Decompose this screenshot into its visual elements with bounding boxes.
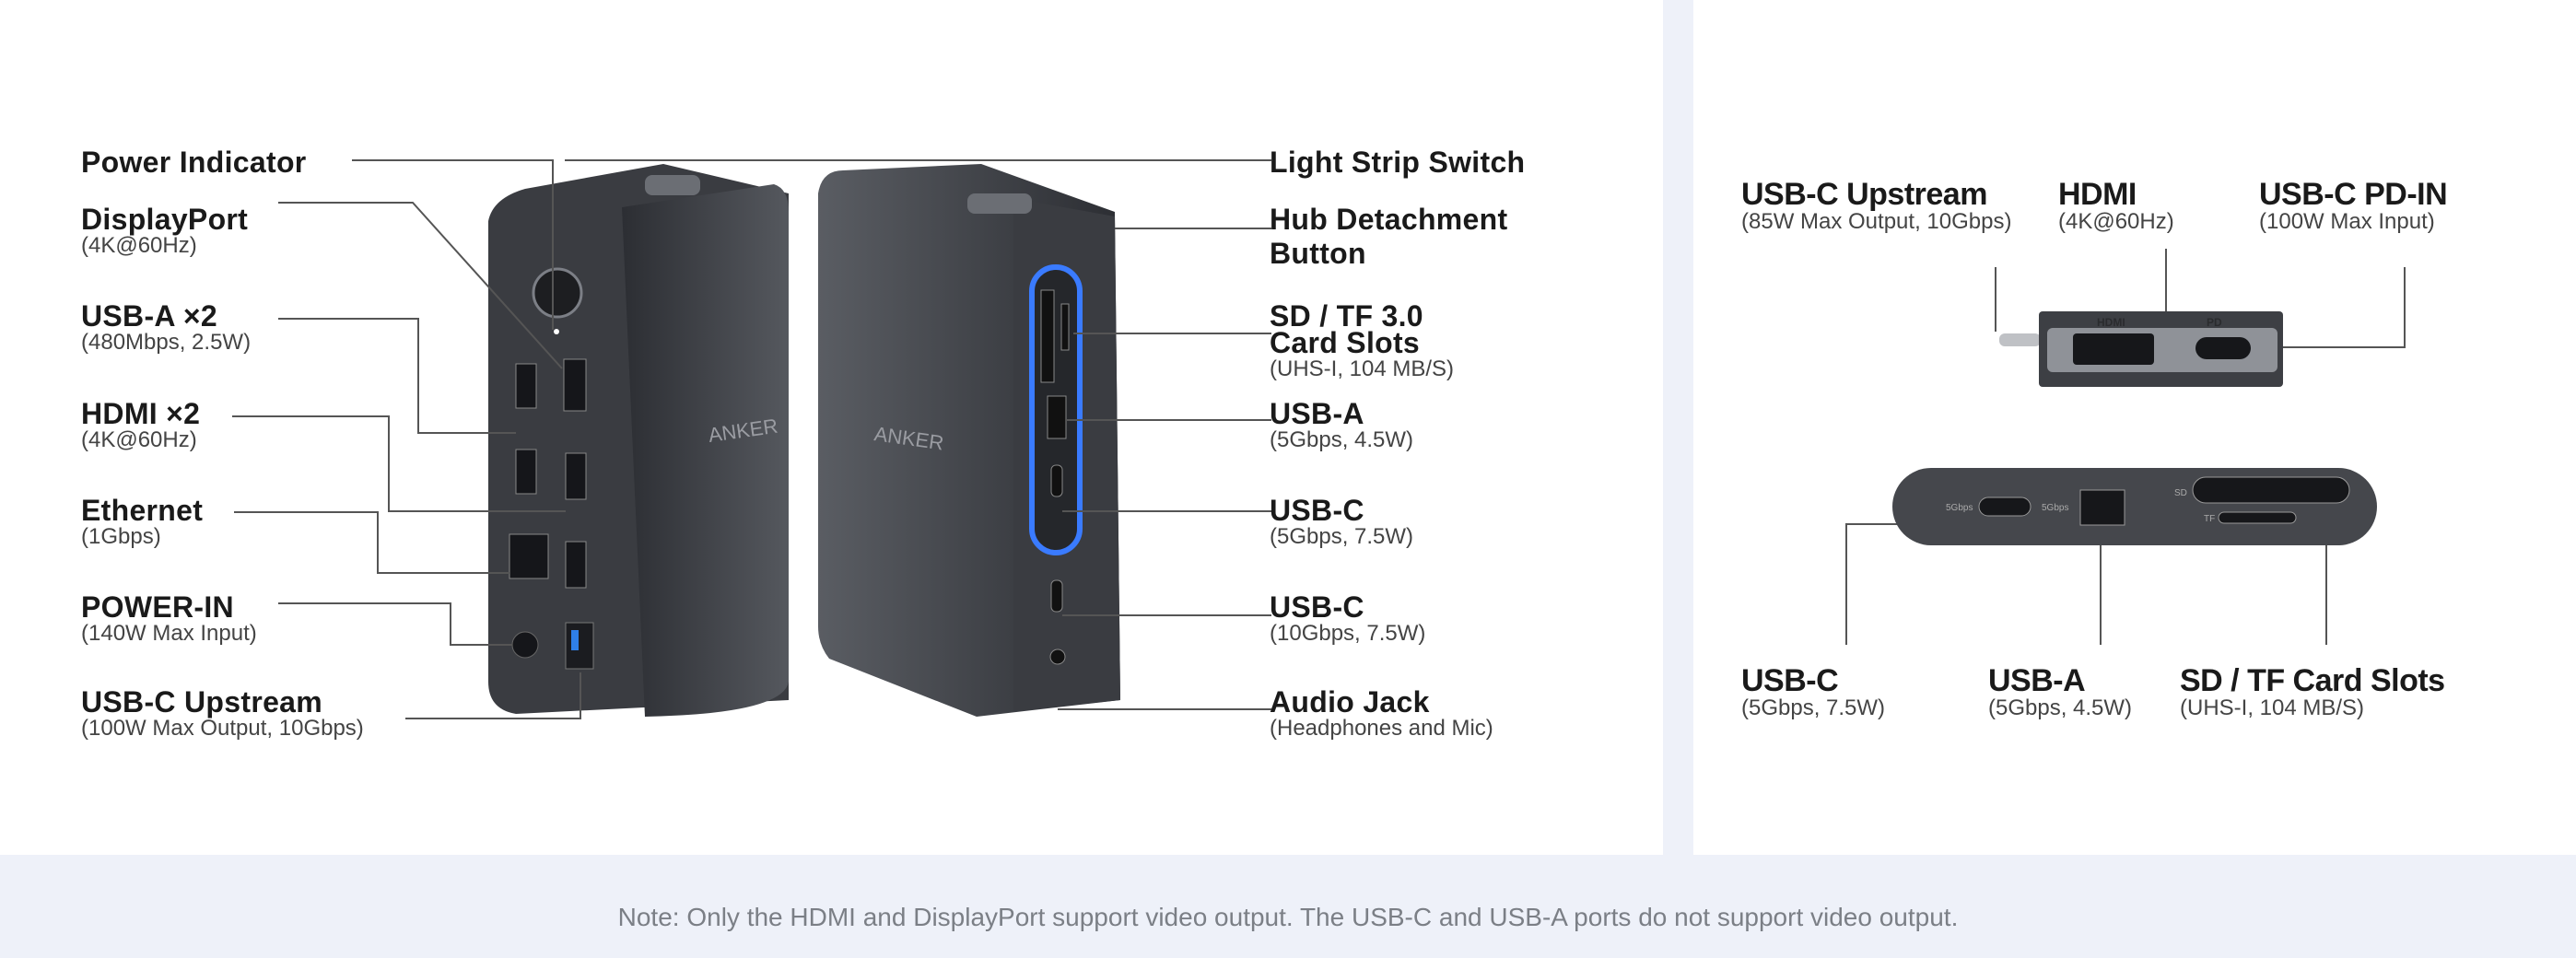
label-hub-pd-in: USB-C PD-IN (100W Max Input) (2259, 177, 2448, 234)
label-usb-a-x2: USB-A ×2 (480Mbps, 2.5W) (81, 301, 251, 354)
label-hub-usb-c: USB-C (5Gbps, 7.5W) (1741, 665, 1885, 719)
label-sub: (5Gbps, 4.5W) (1270, 427, 1414, 452)
label-power-in: POWER-IN (140W Max Input) (81, 592, 257, 645)
label-title: DisplayPort (81, 203, 249, 236)
label-title: USB-C (1270, 494, 1364, 527)
hdmi-port-icon (2073, 333, 2154, 365)
label-usb-c-upstream: USB-C Upstream (100W Max Output, 10Gbps) (81, 687, 364, 740)
label-title: USB-A (1270, 397, 1364, 430)
usb-a-port-icon (515, 363, 537, 409)
hub-side-view: HDMI PD (1999, 311, 2283, 387)
tf-slot-icon (2218, 511, 2297, 524)
label-sub: (85W Max Output, 10Gbps) (1741, 209, 2012, 234)
label-audio-jack: Audio Jack (Headphones and Mic) (1270, 687, 1493, 740)
label-light-strip-switch: Light Strip Switch (1270, 147, 1525, 177)
label-sub: (5Gbps, 4.5W) (1988, 695, 2133, 720)
label-title: Light Strip Switch (1270, 146, 1526, 179)
label-sub: (4K@60Hz) (81, 427, 197, 452)
label-power-indicator: Power Indicator (81, 147, 307, 177)
label-title: USB-A ×2 (81, 299, 217, 333)
label-title: USB-C Upstream (81, 685, 323, 718)
label-title: Power Indicator (81, 146, 307, 179)
label-title: USB-C PD-IN (2259, 177, 2448, 212)
label-hub-hdmi: HDMI (4K@60Hz) (2058, 179, 2174, 233)
power-in-port-icon (511, 631, 539, 659)
label-sub: (100W Max Output, 10Gbps) (81, 716, 364, 741)
label-sub: (4K@60Hz) (81, 233, 197, 258)
label-title: POWER-IN (81, 590, 234, 624)
speed-mark: 5Gbps (2042, 503, 2068, 513)
power-button-icon (532, 267, 583, 319)
speed-mark: 5Gbps (1946, 503, 1973, 513)
footer-note: Note: Only the HDMI and DisplayPort supp… (617, 903, 1959, 931)
label-usb-c-5gbps: USB-C (5Gbps, 7.5W) (1270, 496, 1413, 548)
label-hub-sd-tf: SD / TF Card Slots (UHS-I, 104 MB/S) (2180, 665, 2445, 719)
label-sub: (4K@60Hz) (2058, 209, 2174, 234)
pd-mark: PD (2207, 316, 2222, 329)
label-title: Ethernet (81, 494, 204, 527)
label-sub: (10Gbps, 7.5W) (1270, 621, 1426, 646)
label-title: Hub Detachment (1270, 203, 1508, 236)
detachable-hub-panel (1693, 0, 2576, 855)
sd-slot-icon (2192, 476, 2350, 504)
sd-slot-icon (1040, 289, 1055, 383)
label-hub-detachment-button: Hub Detachment Button (1270, 204, 1507, 268)
label-sub: (5Gbps, 7.5W) (1270, 524, 1414, 549)
usb-c-upstream-port-icon (565, 622, 594, 670)
usb-c-port-icon (1050, 464, 1063, 497)
tf-mark: TF (2204, 514, 2215, 524)
label-title: SD / TF Card Slots (2180, 663, 2445, 698)
label-title: Audio Jack (1270, 685, 1430, 718)
label-title: USB-C (1741, 663, 1839, 698)
label-title: Card Slots (1270, 326, 1421, 359)
label-sub: (100W Max Input) (2259, 209, 2435, 234)
label-displayport: DisplayPort (4K@60Hz) (81, 204, 248, 257)
label-title: HDMI (2058, 177, 2137, 212)
label-hdmi-x2: HDMI ×2 (4K@60Hz) (81, 399, 200, 451)
label-sub: (480Mbps, 2.5W) (81, 330, 252, 355)
label-sub: (UHS-I, 104 MB/S) (1270, 356, 1455, 381)
usb-c-plug-icon (1999, 333, 2041, 346)
label-ethernet: Ethernet (1Gbps) (81, 496, 203, 548)
label-sub: (5Gbps, 7.5W) (1741, 695, 1886, 720)
label-title: USB-C Upstream (1741, 177, 1987, 212)
hub-front-view: 5Gbps 5Gbps SD TF (1892, 468, 2377, 545)
ethernet-port-icon (509, 533, 549, 579)
displayport-port-icon (563, 358, 587, 412)
label-sub: (UHS-I, 104 MB/S) (2180, 695, 2365, 720)
label-sub: (Headphones and Mic) (1270, 716, 1493, 741)
light-strip-switch-icon (645, 175, 700, 195)
hdmi-port-icon (565, 452, 587, 500)
label-sub: (140W Max Input) (81, 621, 257, 646)
label-sub: (1Gbps) (81, 524, 161, 549)
label-usb-a: USB-A (5Gbps, 4.5W) (1270, 399, 1413, 451)
label-title: HDMI ×2 (81, 397, 201, 430)
label-title: SD / TF 3.0 (1270, 299, 1423, 333)
usb-a-port-icon (1047, 395, 1067, 439)
label-hub-usb-c-upstream: USB-C Upstream (85W Max Output, 10Gbps) (1741, 179, 2011, 233)
usb-c-port-icon (1050, 579, 1063, 613)
dock-front-view: ANKER (818, 164, 1120, 717)
audio-jack-icon (1049, 648, 1066, 665)
usb-a-port-icon (515, 449, 537, 495)
hdmi-mark: HDMI (2097, 316, 2125, 329)
sd-mark: SD (2174, 488, 2187, 498)
usb-c-port-icon (1978, 497, 2032, 517)
dock-back-view: ANKER (488, 164, 789, 717)
label-usb-c-10gbps: USB-C (10Gbps, 7.5W) (1270, 592, 1425, 645)
usb-a-port-icon (2079, 489, 2125, 526)
label-title: USB-C (1270, 590, 1364, 624)
hdmi-port-icon (565, 541, 587, 589)
label-title: USB-A (1988, 663, 2086, 698)
label-hub-usb-a: USB-A (5Gbps, 4.5W) (1988, 665, 2132, 719)
label-title: Button (1270, 237, 1366, 270)
usb-c-pd-port-icon (2195, 337, 2251, 359)
tf-slot-icon (1060, 303, 1070, 351)
label-sd-tf-slots: SD / TF 3.0 Card Slots (UHS-I, 104 MB/S) (1270, 301, 1454, 380)
power-indicator-icon (554, 329, 559, 334)
